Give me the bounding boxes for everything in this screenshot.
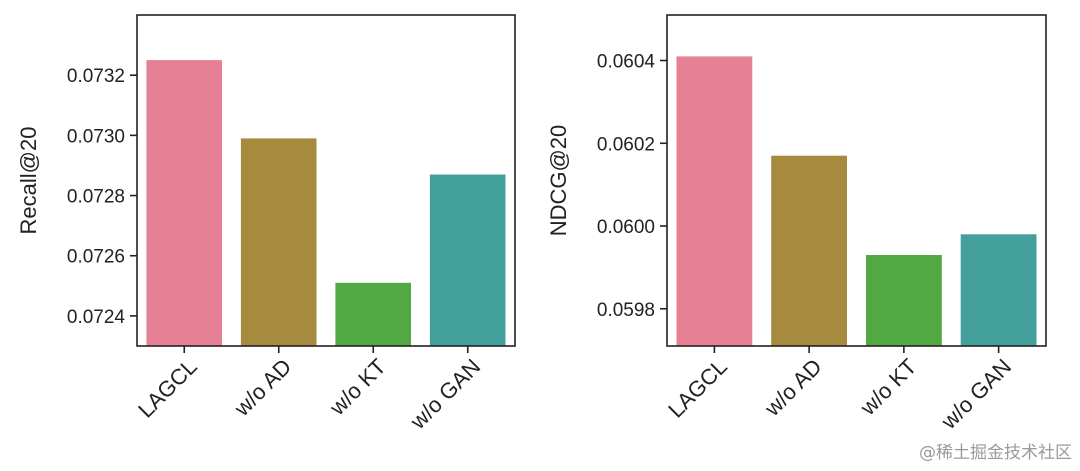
axes-frame <box>136 14 516 347</box>
bar-w-o-ad <box>771 155 847 346</box>
x-tick-label: w/o KT <box>324 354 391 421</box>
bar-w-o-ad <box>240 138 317 346</box>
y-tick-label: 0.0726 <box>67 247 125 268</box>
y-tick-label: 0.0604 <box>597 52 656 73</box>
bar-w-o-gan <box>960 234 1037 346</box>
bar-w-o-kt <box>335 282 411 346</box>
y-axis-label: NDCG@20 <box>546 125 571 237</box>
x-tick-label: w/o GAN <box>936 354 1017 435</box>
x-tick-label: LAGCL <box>663 354 732 423</box>
bar-lagcl <box>676 56 753 347</box>
x-tick-label: w/o AD <box>229 354 297 422</box>
x-tick-label: w/o AD <box>759 354 827 422</box>
watermark-text: @稀土掘金技术社区 <box>919 443 1072 463</box>
y-tick-label: 0.0724 <box>67 307 126 328</box>
y-tick-label: 0.0600 <box>597 217 655 238</box>
y-tick-label: 0.0602 <box>597 134 655 155</box>
y-tick-label: 0.0598 <box>597 300 655 321</box>
bar-lagcl <box>146 60 222 346</box>
x-tick-label: w/o GAN <box>405 354 486 435</box>
x-tick-label: LAGCL <box>133 354 202 423</box>
y-tick-label: 0.0732 <box>67 66 125 87</box>
bar-w-o-gan <box>429 174 506 346</box>
y-axis-label: Recall@20 <box>16 127 41 235</box>
axes-frame <box>666 14 1047 347</box>
bar-w-o-kt <box>866 255 942 346</box>
y-tick-label: 0.0728 <box>67 187 125 208</box>
y-tick-label: 0.0730 <box>67 126 125 147</box>
x-tick-label: w/o KT <box>855 354 922 421</box>
